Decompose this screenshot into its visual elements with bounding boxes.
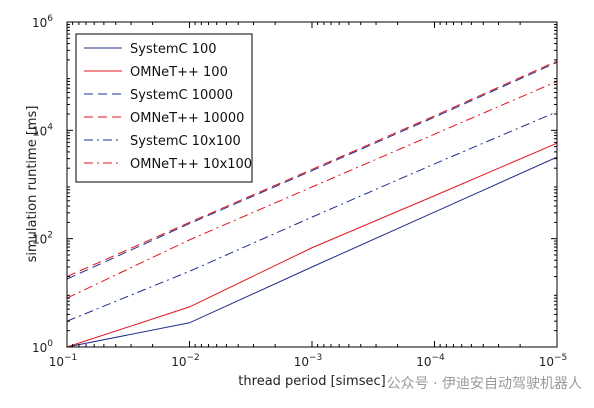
- legend-label: OMNeT++ 100: [130, 65, 228, 80]
- legend-label: SystemC 10x100: [130, 134, 241, 149]
- axis-ticks: [66, 21, 558, 348]
- legend-box: [75, 33, 253, 183]
- y-tick-labels: 100 102 104 106: [32, 14, 53, 355]
- series-line: [66, 142, 558, 348]
- x-tick-label: 10−4: [416, 353, 445, 369]
- legend-label: OMNeT++ 10000: [130, 111, 244, 126]
- legend-label: SystemC 100: [130, 42, 217, 57]
- series-line: [66, 156, 558, 348]
- x-tick-label: 10−2: [171, 353, 200, 369]
- series-line: [66, 60, 558, 277]
- y-tick-label: 106: [32, 14, 53, 30]
- series-line: [66, 111, 558, 322]
- watermark: 公众号 · 伊迪安自动驾驶机器人: [387, 376, 582, 392]
- x-tick-label: 10−1: [49, 353, 78, 369]
- x-tick-label: 10−5: [539, 353, 568, 369]
- legend: SystemC 100 OMNeT++ 100 SystemC 10000 OMNeT…: [75, 33, 253, 183]
- x-axis-label: thread period [simsec]: [238, 374, 385, 389]
- legend-label: OMNeT++ 10x100: [130, 157, 252, 172]
- series-line: [66, 61, 558, 280]
- y-tick-label: 104: [32, 122, 53, 138]
- x-tick-label: 10−3: [294, 353, 323, 369]
- y-tick-label: 100: [32, 339, 53, 355]
- y-tick-label: 102: [32, 231, 53, 247]
- y-axis-label: simulation runtime [ms]: [25, 106, 40, 263]
- series-line: [66, 80, 558, 299]
- series-lines: [66, 60, 558, 348]
- legend-label: SystemC 10000: [130, 88, 233, 103]
- x-tick-labels: 10−1 10−2 10−3 10−4 10−5: [49, 353, 568, 369]
